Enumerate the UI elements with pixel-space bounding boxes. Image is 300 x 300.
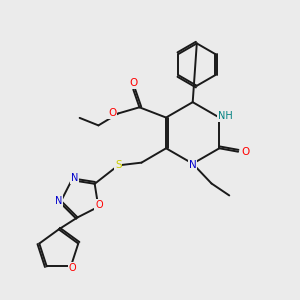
Text: O: O [130,78,138,88]
Text: NH: NH [218,111,233,121]
Text: O: O [108,108,116,118]
Text: N: N [71,173,78,184]
Text: O: O [242,147,250,157]
Text: O: O [95,200,103,210]
Text: N: N [189,160,196,170]
Text: S: S [115,160,122,170]
Text: N: N [55,196,62,206]
Text: O: O [69,263,76,273]
